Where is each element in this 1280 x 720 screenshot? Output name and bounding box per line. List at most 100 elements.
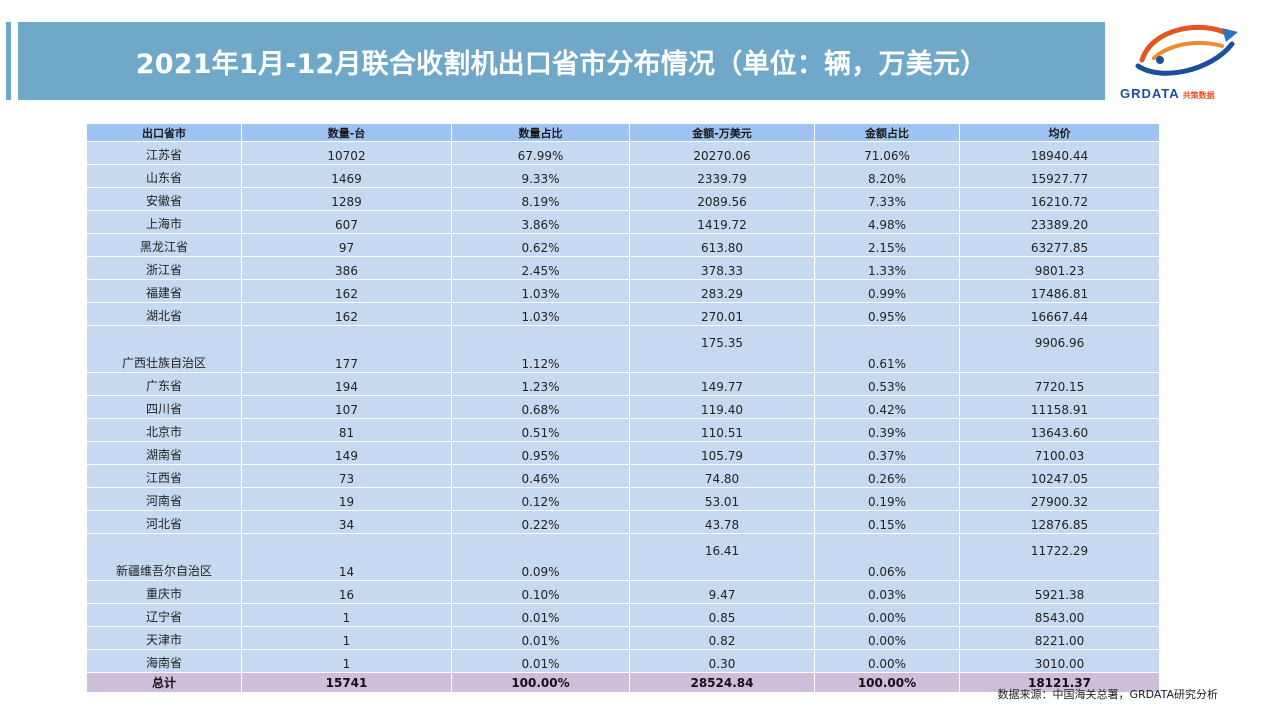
column-header-amount: 金额-万美元 [629, 123, 815, 142]
cell-amount-share: 71.06% [814, 141, 960, 165]
cell-quantity: 1 [241, 649, 452, 673]
cell-quantity: 1289 [241, 187, 452, 211]
table-header-row: 出口省市 数量-台 数量占比 金额-万美元 金额占比 均价 [86, 123, 1160, 142]
cell-amount: 270.01 [629, 302, 815, 326]
data-source-note: 数据来源：中国海关总署，GRDATA研究分析 [997, 688, 1218, 701]
cell-province: 广西壮族自治区 [86, 325, 242, 373]
column-header-quantity-share: 数量占比 [451, 123, 630, 142]
cell-quantity-share: 0.51% [451, 418, 630, 442]
cell-quantity: 1 [241, 603, 452, 627]
cell-amount-share: 0.42% [814, 395, 960, 419]
column-header-amount-share: 金额占比 [814, 123, 960, 142]
cell-amount-share: 1.33% [814, 256, 960, 280]
cell-quantity: 1469 [241, 164, 452, 188]
column-header-avg-price: 均价 [959, 123, 1160, 142]
cell-quantity: 607 [241, 210, 452, 234]
cell-amount: 613.80 [629, 233, 815, 257]
cell-avg-price: 3010.00 [959, 649, 1160, 673]
cell-amount-share: 0.61% [814, 325, 960, 373]
cell-province: 江西省 [86, 464, 242, 488]
table-row: 天津市 1 0.01% 0.82 0.00% 8221.00 [86, 626, 1160, 650]
cell-quantity: 177 [241, 325, 452, 373]
cell-amount: 0.30 [629, 649, 815, 673]
table-body: 江苏省 10702 67.99% 20270.06 71.06% 18940.44 山东省 1… [86, 141, 1160, 673]
cell-avg-price: 12876.85 [959, 510, 1160, 534]
table-row: 北京市 81 0.51% 110.51 0.39% 13643.60 [86, 418, 1160, 442]
cell-quantity: 107 [241, 395, 452, 419]
cell-amount: 149.77 [629, 372, 815, 396]
cell-quantity-share: 9.33% [451, 164, 630, 188]
title-bar: 2021年1月-12月联合收割机出口省市分布情况（单位：辆，万美元） [18, 22, 1105, 100]
cell-amount-share: 0.00% [814, 649, 960, 673]
cell-amount: 0.85 [629, 603, 815, 627]
cell-amount-share: 0.00% [814, 603, 960, 627]
cell-avg-price: 11722.29 [959, 533, 1160, 581]
column-header-province: 出口省市 [86, 123, 242, 142]
cell-quantity: 14 [241, 533, 452, 581]
cell-amount: 74.80 [629, 464, 815, 488]
cell-province: 河北省 [86, 510, 242, 534]
cell-quantity: 1 [241, 626, 452, 650]
cell-province: 新疆维吾尔自治区 [86, 533, 242, 581]
table-row: 广东省 194 1.23% 149.77 0.53% 7720.15 [86, 372, 1160, 396]
cell-quantity: 19 [241, 487, 452, 511]
cell-quantity: 16 [241, 580, 452, 604]
table-row: 广西壮族自治区 177 1.12% 175.35 0.61% 9906.96 [86, 325, 1160, 373]
table-row: 湖南省 149 0.95% 105.79 0.37% 7100.03 [86, 441, 1160, 465]
cell-amount: 105.79 [629, 441, 815, 465]
cell-avg-price: 17486.81 [959, 279, 1160, 303]
cell-quantity: 97 [241, 233, 452, 257]
cell-province: 广东省 [86, 372, 242, 396]
cell-quantity: 162 [241, 279, 452, 303]
cell-amount-share: 0.15% [814, 510, 960, 534]
cell-amount: 175.35 [629, 325, 815, 373]
table-total-row: 总计 15741 100.00% 28524.84 100.00% 18121.… [86, 672, 1160, 693]
table-row: 新疆维吾尔自治区 14 0.09% 16.41 0.06% 11722.29 [86, 533, 1160, 581]
cell-avg-price: 23389.20 [959, 210, 1160, 234]
cell-avg-price: 9906.96 [959, 325, 1160, 373]
table-row: 河南省 19 0.12% 53.01 0.19% 27900.32 [86, 487, 1160, 511]
cell-avg-price: 16210.72 [959, 187, 1160, 211]
cell-amount: 378.33 [629, 256, 815, 280]
cell-quantity: 34 [241, 510, 452, 534]
cell-quantity-share: 3.86% [451, 210, 630, 234]
cell-quantity: 10702 [241, 141, 452, 165]
cell-amount-share: 0.53% [814, 372, 960, 396]
cell-quantity-share: 0.01% [451, 603, 630, 627]
cell-amount-share: 0.95% [814, 302, 960, 326]
grdata-logo: GRDATA 共策数据 [1120, 20, 1250, 101]
cell-avg-price: 5921.38 [959, 580, 1160, 604]
cell-amount-share: 4.98% [814, 210, 960, 234]
cell-quantity-share: 0.09% [451, 533, 630, 581]
cell-quantity: 194 [241, 372, 452, 396]
cell-avg-price: 9801.23 [959, 256, 1160, 280]
cell-province: 福建省 [86, 279, 242, 303]
column-header-quantity: 数量-台 [241, 123, 452, 142]
table-row: 江苏省 10702 67.99% 20270.06 71.06% 18940.44 [86, 141, 1160, 165]
table-row: 辽宁省 1 0.01% 0.85 0.00% 8543.00 [86, 603, 1160, 627]
cell-amount: 53.01 [629, 487, 815, 511]
total-amount: 28524.84 [629, 672, 815, 693]
cell-province: 重庆市 [86, 580, 242, 604]
table-row: 河北省 34 0.22% 43.78 0.15% 12876.85 [86, 510, 1160, 534]
total-avg-price: 18121.37 [959, 672, 1160, 693]
table-row: 四川省 107 0.68% 119.40 0.42% 11158.91 [86, 395, 1160, 419]
cell-quantity-share: 0.22% [451, 510, 630, 534]
cell-amount-share: 0.06% [814, 533, 960, 581]
cell-avg-price: 8543.00 [959, 603, 1160, 627]
cell-avg-price: 16667.44 [959, 302, 1160, 326]
cell-avg-price: 63277.85 [959, 233, 1160, 257]
cell-amount-share: 0.39% [814, 418, 960, 442]
table-row: 黑龙江省 97 0.62% 613.80 2.15% 63277.85 [86, 233, 1160, 257]
cell-avg-price: 10247.05 [959, 464, 1160, 488]
cell-quantity-share: 1.03% [451, 302, 630, 326]
cell-amount-share: 8.20% [814, 164, 960, 188]
export-distribution-table: 出口省市 数量-台 数量占比 金额-万美元 金额占比 均价 江苏省 10702 67… [86, 123, 1160, 693]
cell-province: 湖北省 [86, 302, 242, 326]
cell-amount-share: 0.37% [814, 441, 960, 465]
cell-quantity-share: 0.01% [451, 626, 630, 650]
cell-quantity-share: 1.03% [451, 279, 630, 303]
cell-province: 江苏省 [86, 141, 242, 165]
table-row: 湖北省 162 1.03% 270.01 0.95% 16667.44 [86, 302, 1160, 326]
cell-amount-share: 2.15% [814, 233, 960, 257]
